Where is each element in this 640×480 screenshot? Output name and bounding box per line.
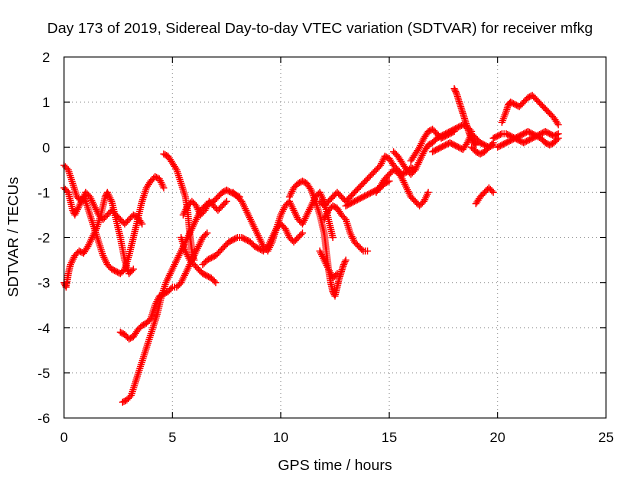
- data-point: [424, 188, 432, 196]
- data-point: [466, 131, 474, 139]
- data-point: [341, 258, 349, 266]
- data-point: [472, 141, 480, 149]
- y-tick-label: 1: [42, 94, 50, 110]
- data-point: [297, 230, 305, 238]
- data-point: [167, 285, 175, 293]
- data-point: [333, 270, 341, 278]
- y-tick-label: -4: [38, 320, 51, 336]
- y-tick-label: 0: [42, 139, 50, 155]
- y-tick-label: -5: [38, 365, 51, 381]
- data-point: [223, 197, 231, 205]
- data-point: [488, 140, 496, 148]
- data-point: [81, 196, 89, 204]
- data-point: [128, 267, 136, 275]
- data-point: [554, 121, 562, 129]
- data-point: [160, 184, 168, 192]
- data-point: [553, 119, 561, 127]
- x-tick-label: 10: [273, 429, 289, 445]
- x-tick-label: 20: [490, 429, 506, 445]
- data-point: [496, 130, 504, 138]
- data-point: [358, 246, 366, 254]
- chart-title: Day 173 of 2019, Sidereal Day-to-day VTE…: [47, 20, 593, 37]
- data-points: [60, 85, 562, 406]
- data-point: [329, 234, 337, 241]
- data-point: [450, 127, 458, 135]
- x-tick-label: 5: [169, 429, 177, 445]
- data-point: [306, 184, 314, 192]
- y-tick-label: 2: [42, 49, 50, 65]
- data-point: [467, 133, 475, 141]
- data-point: [129, 265, 137, 273]
- data-point: [554, 134, 562, 142]
- y-tick-label: -3: [38, 275, 51, 291]
- data-point: [80, 193, 88, 201]
- data-point: [489, 188, 497, 196]
- y-tick-label: -6: [38, 410, 51, 426]
- x-tick-label: 25: [598, 429, 614, 445]
- data-point: [203, 229, 211, 237]
- data-point: [488, 187, 496, 195]
- x-tick-label: 0: [60, 429, 68, 445]
- data-point: [468, 136, 476, 144]
- data-point: [210, 277, 218, 285]
- data-point: [80, 194, 88, 202]
- data-point: [450, 85, 458, 93]
- data-point: [63, 187, 71, 195]
- data-point: [452, 88, 460, 96]
- data-point: [340, 259, 348, 267]
- plot-frame: [63, 56, 607, 419]
- data-point: [202, 230, 210, 238]
- data-point: [298, 229, 306, 237]
- data-point: [451, 86, 459, 94]
- data-point: [172, 164, 180, 172]
- y-tick-label: -2: [38, 230, 51, 246]
- data-point: [232, 234, 240, 242]
- data-point: [221, 199, 229, 207]
- data-point: [342, 256, 350, 264]
- y-tick-label: -1: [38, 184, 51, 200]
- data-point: [468, 134, 476, 142]
- data-point: [553, 136, 561, 144]
- x-tick-label: 15: [381, 429, 397, 445]
- grid-lines: [64, 57, 606, 418]
- y-axis-label: SDTVAR / TECUs: [5, 177, 22, 297]
- x-axis-label: GPS time / hours: [278, 457, 392, 474]
- data-point: [465, 130, 473, 138]
- data-point: [340, 261, 348, 269]
- data-point: [332, 271, 340, 279]
- data-point: [364, 247, 372, 255]
- data-point: [449, 128, 457, 136]
- data-point: [212, 279, 220, 287]
- data-point: [471, 140, 479, 148]
